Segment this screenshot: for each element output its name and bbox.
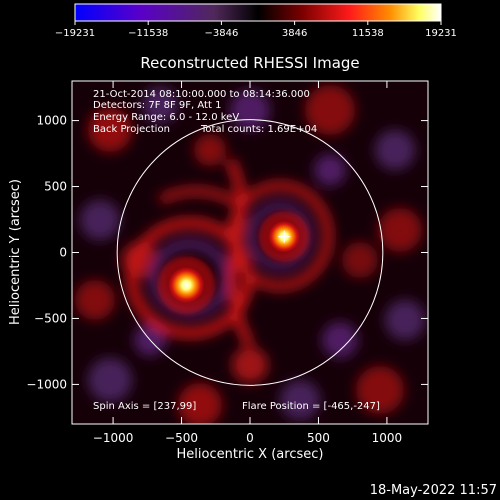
colorbar-tick-label: 3846	[282, 28, 307, 39]
x-axis-label: Heliocentric X (arcsec)	[177, 447, 324, 462]
flare-marker	[278, 230, 291, 243]
y-tick-label: −500	[34, 311, 67, 325]
chart-title: Reconstructed RHESSI Image	[140, 54, 359, 72]
colorbar-tick-label: 11538	[352, 28, 384, 39]
annotation-energy: Energy Range: 6.0 - 12.0 keV	[93, 112, 239, 123]
annotation-detectors: Detectors: 7F 8F 9F, Att 1	[93, 100, 221, 111]
y-tick-label: 0	[59, 246, 67, 260]
colorbar-tick-label: 19231	[425, 28, 457, 39]
solar-limb	[116, 119, 384, 386]
x-tick-label: −1000	[93, 431, 134, 445]
footer-timestamp: 18-May-2022 11:57	[370, 483, 497, 498]
colorbar-tick-label: −19231	[55, 28, 95, 39]
y-axis-label: Heliocentric Y (arcsec)	[8, 179, 23, 325]
x-tick-label: 0	[246, 431, 254, 445]
annotation-counts: Total counts: 1.69E+04	[200, 124, 317, 135]
annotation-time-range: 21-Oct-2014 08:10:00.000 to 08:14:36.000	[93, 89, 310, 100]
colorbar-ticks: −19231 −11538 −3846 3846 11538 19231	[55, 21, 457, 39]
annotation-method: Back Projection	[93, 124, 170, 135]
annotation-flare-position: Flare Position = [-465,-247]	[242, 401, 380, 412]
flare-sources	[157, 211, 310, 314]
y-tick-label: −1000	[26, 377, 67, 391]
heatmap-image	[72, 81, 428, 424]
source-core	[168, 267, 205, 304]
x-axis: −1000 −500 0 500 1000	[93, 81, 402, 445]
y-axis: 1000 500 0 −500 −1000	[26, 114, 428, 391]
y-tick-label: 1000	[36, 114, 67, 128]
colorbar-tick-label: −3846	[204, 28, 238, 39]
x-tick-label: −500	[165, 431, 198, 445]
colorbar: −19231 −11538 −3846 3846 11538 19231	[55, 3, 457, 39]
x-tick-label: 500	[307, 431, 330, 445]
y-tick-label: 500	[44, 180, 67, 194]
annotations: 21-Oct-2014 08:10:00.000 to 08:14:36.000…	[93, 89, 380, 412]
x-tick-label: 1000	[372, 431, 403, 445]
colorbar-gradient	[74, 3, 442, 22]
annotation-spin-axis: Spin Axis = [237,99]	[93, 401, 196, 412]
colorbar-tick-label: −11538	[128, 28, 168, 39]
